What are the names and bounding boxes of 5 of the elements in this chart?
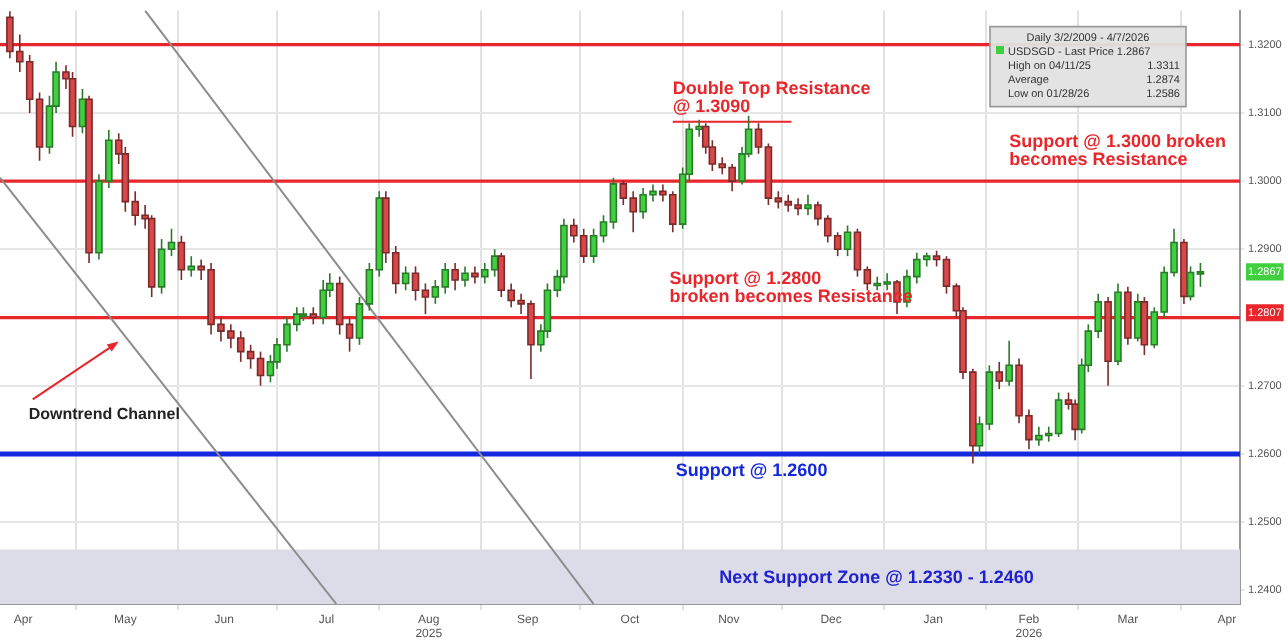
- ref-line-label: Support @ 1.3000 broken becomes Resistance: [1009, 131, 1226, 170]
- annotation: Double Top Resistance @ 1.3090: [672, 77, 871, 116]
- annotation: Downtrend Channel: [28, 405, 180, 424]
- ref-line-label: Support @ 1.2600: [675, 459, 828, 480]
- band-label: Next Support Zone @ 1.2330 - 1.2460: [719, 566, 1034, 587]
